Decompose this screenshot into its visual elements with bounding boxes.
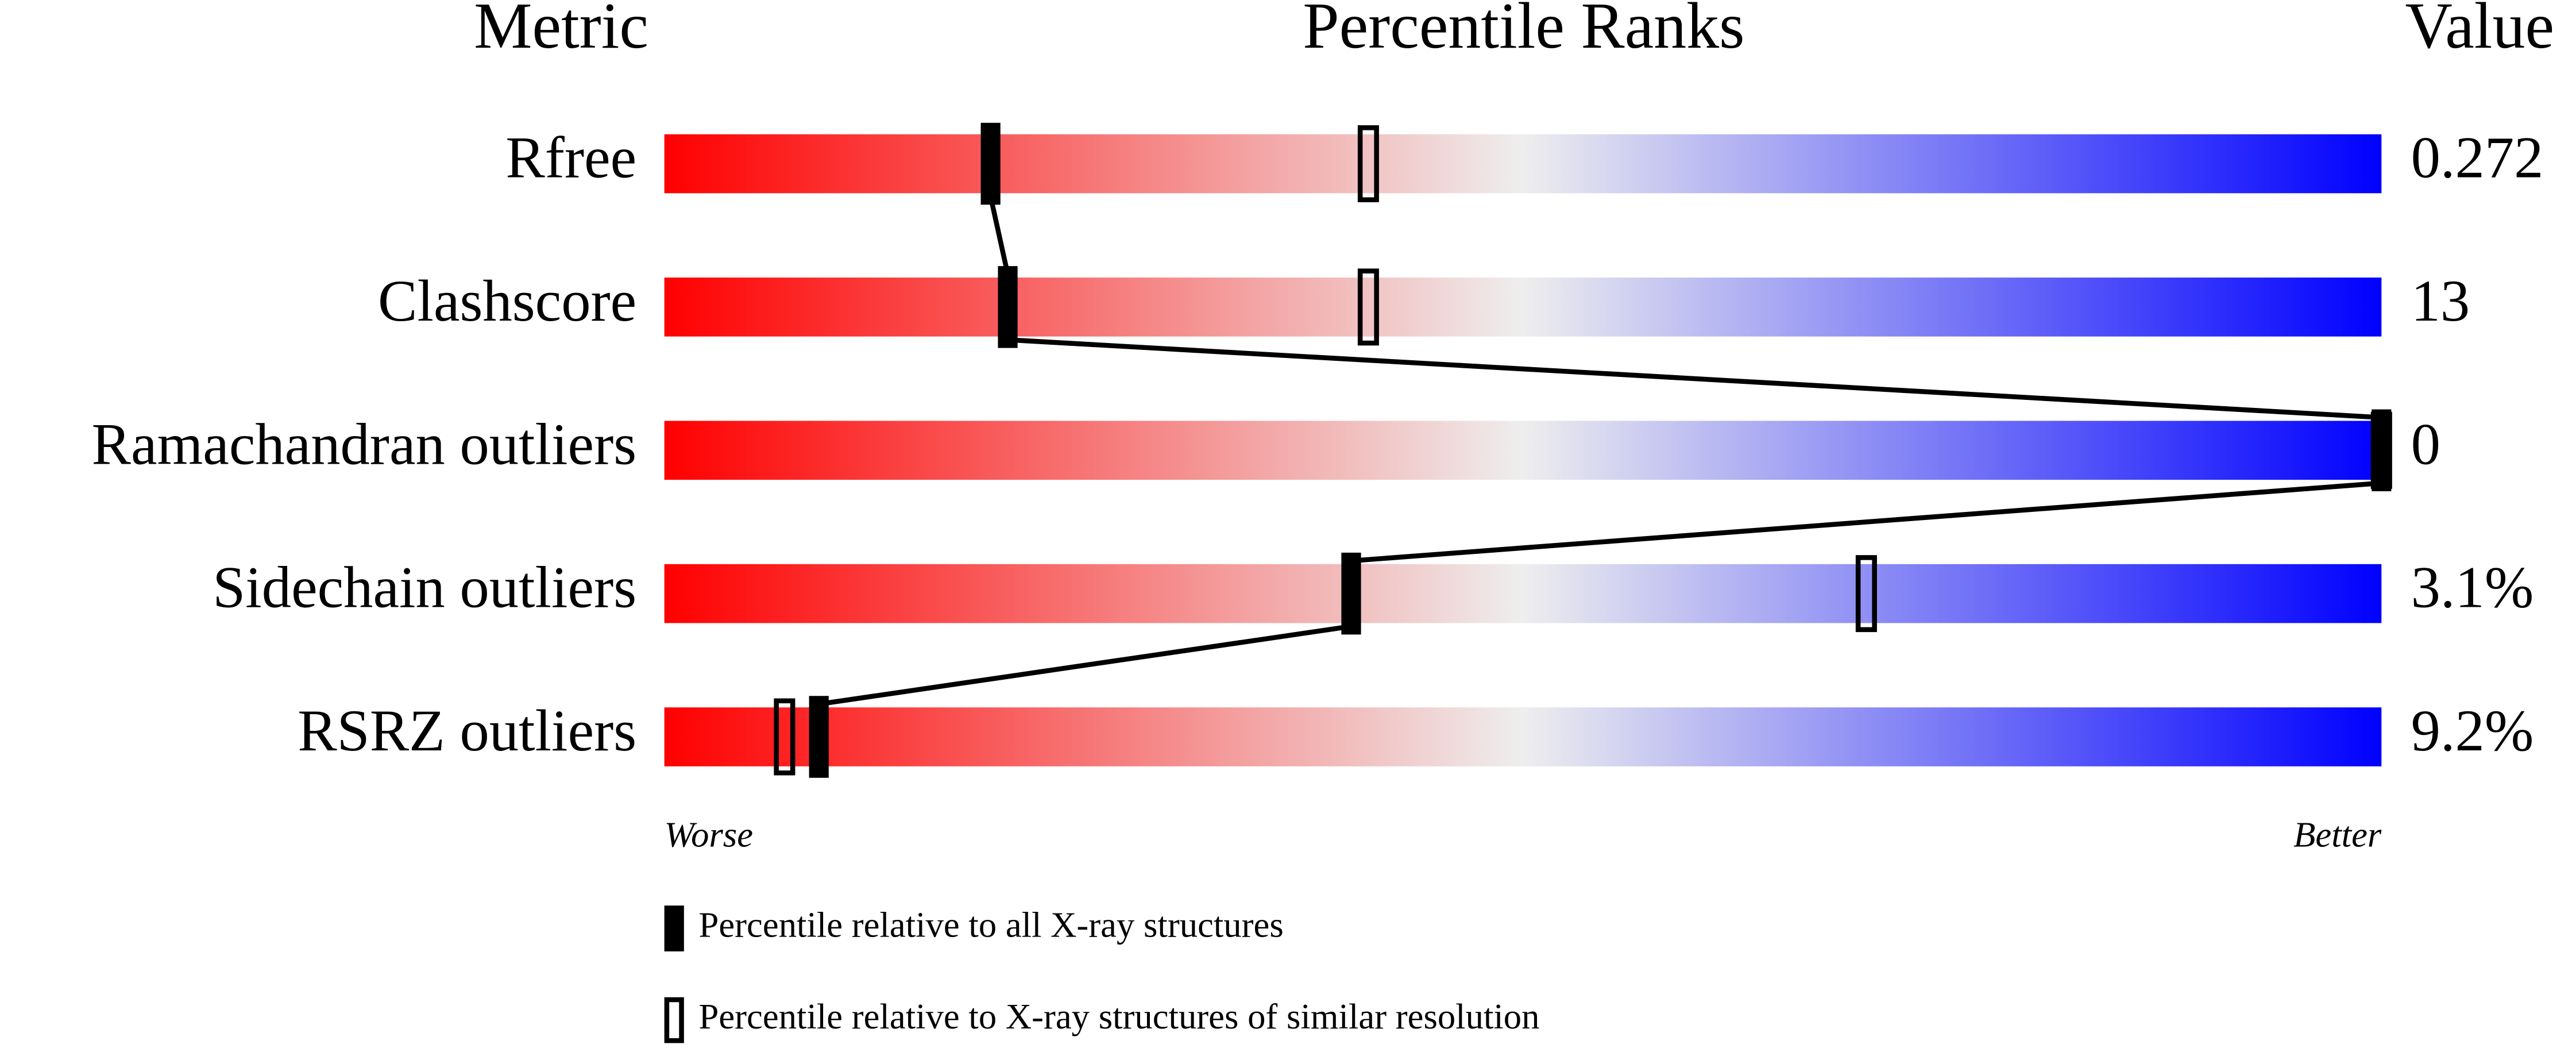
percentile-bar [664, 278, 2382, 337]
percentile-marker-all [980, 122, 1001, 205]
connector [818, 623, 1352, 707]
percentile-bar [664, 564, 2382, 623]
metric-label: RSRZ outliers [298, 699, 636, 764]
percentile-marker-similar [1855, 555, 1877, 633]
connector [1007, 337, 2382, 421]
metric-header: Metric [474, 0, 648, 62]
worse-label: Worse [665, 815, 753, 855]
metric-value: 0.272 [2411, 126, 2544, 191]
metric-value: 9.2% [2411, 699, 2534, 764]
connector [1351, 480, 2382, 564]
legend-label: Percentile relative to all X-ray structu… [698, 904, 1283, 945]
metric-label: Sidechain outliers [213, 556, 636, 621]
better-label: Better [2293, 815, 2382, 855]
percentile-marker-similar [1357, 125, 1379, 202]
percentile-marker-all [1341, 552, 1361, 635]
metric-label: Rfree [505, 126, 636, 191]
legend-label: Percentile relative to X-ray structures … [698, 996, 1539, 1037]
metric-value: 3.1% [2411, 556, 2534, 621]
percentile-marker-all [809, 696, 829, 778]
percentile-marker-all [2372, 409, 2392, 491]
metric-label: Clashscore [378, 269, 636, 334]
percentile-header: Percentile Ranks [1303, 0, 1744, 62]
legend-swatch [664, 997, 684, 1043]
legend-swatch [664, 906, 684, 951]
percentile-bar [664, 421, 2382, 480]
metric-label: Ramachandran outliers [92, 412, 637, 477]
percentile-marker-similar [1357, 268, 1379, 346]
percentile-marker-similar [774, 698, 795, 776]
metric-value: 0 [2411, 412, 2440, 477]
percentile-marker-all [998, 266, 1018, 348]
metric-value: 13 [2411, 269, 2470, 334]
connector [988, 196, 1010, 275]
value-header: Value [2405, 0, 2555, 62]
percentile-bar [664, 134, 2382, 194]
percentile-bar [664, 707, 2382, 766]
